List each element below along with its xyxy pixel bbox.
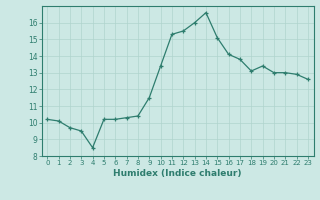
X-axis label: Humidex (Indice chaleur): Humidex (Indice chaleur) — [113, 169, 242, 178]
